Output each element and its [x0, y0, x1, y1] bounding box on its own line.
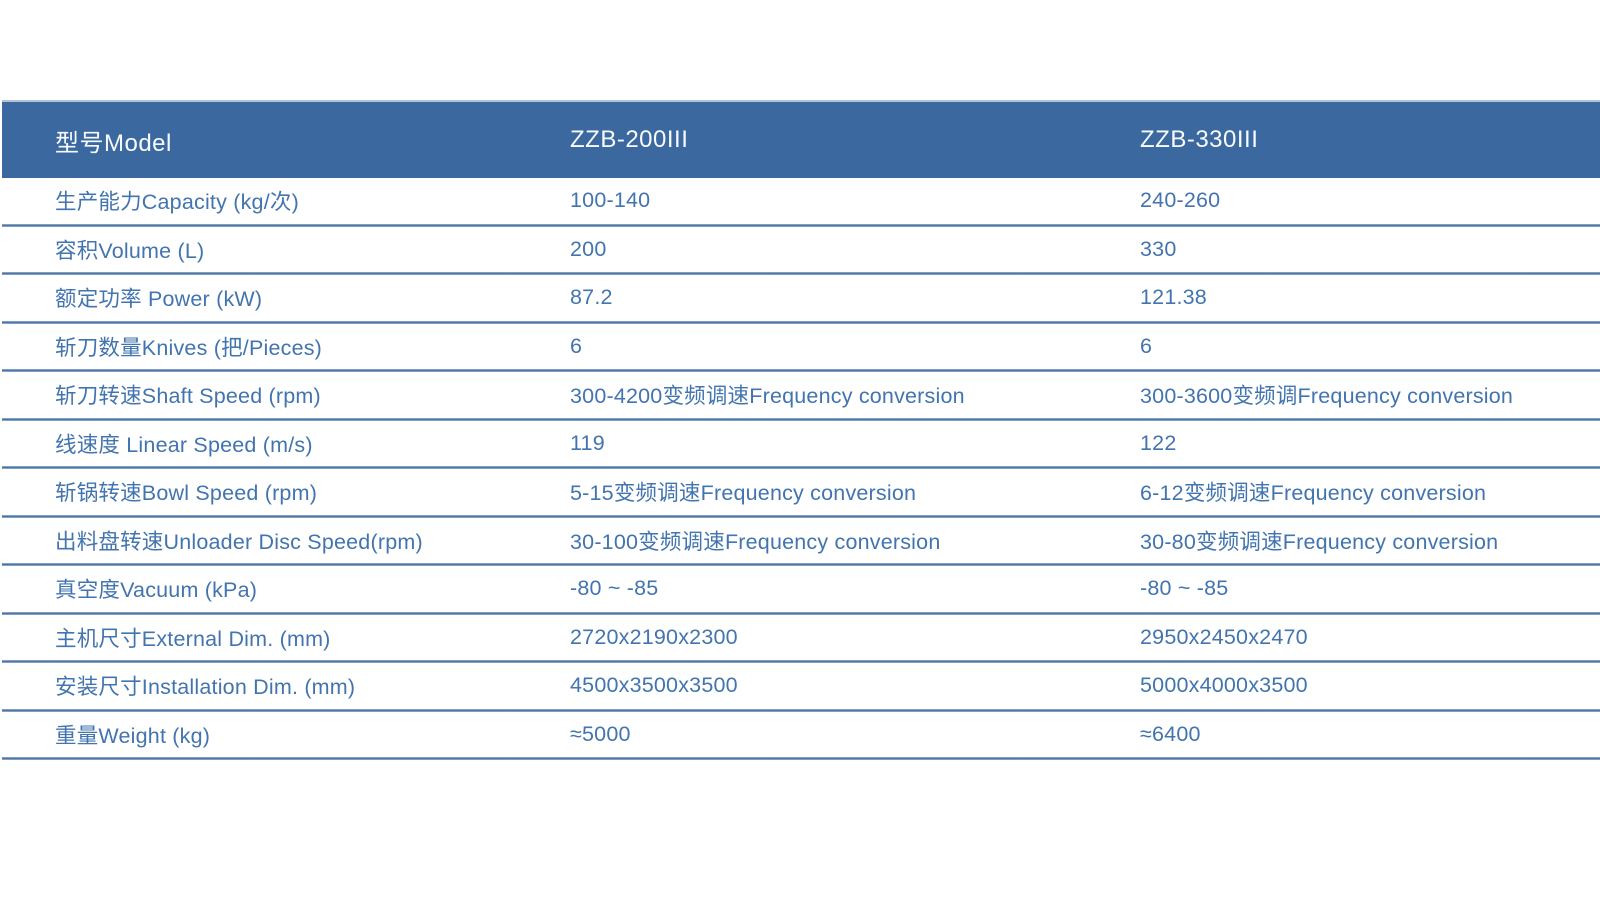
row-value-zzb200: 4500x3500x3500 — [570, 673, 738, 698]
row-divider — [2, 320, 1600, 324]
row-value-zzb330: 122 — [1140, 430, 1177, 455]
row-divider — [2, 611, 1600, 615]
row-value-zzb200: 30-100变频调速Frequency conversion — [570, 529, 941, 554]
row-value-zzb200: 5-15变频调速Frequency conversion — [570, 481, 917, 506]
row-value-zzb330: 6 — [1140, 333, 1153, 358]
row-divider — [2, 708, 1600, 712]
table-row-weight: 重量Weight (kg) ≈5000 ≈6400 — [2, 711, 1600, 757]
row-label: 生产能力Capacity (kg/次) — [55, 190, 299, 215]
header-model-label: 型号Model — [55, 129, 172, 157]
spec-table: 型号Model ZZB-200III ZZB-330III 生产能力Capaci… — [2, 100, 1600, 760]
row-value-zzb330: 330 — [1140, 236, 1177, 261]
row-value-zzb200: 200 — [570, 236, 607, 261]
row-divider — [2, 757, 1600, 760]
row-label: 容积Volume (L) — [55, 238, 205, 263]
table-row-power: 额定功率 Power (kW) 87.2 121.38 — [2, 275, 1600, 321]
row-value-zzb330: 300-3600变频调Frequency conversion — [1140, 384, 1514, 409]
row-label: 额定功率 Power (kW) — [55, 287, 263, 312]
row-value-zzb330: 30-80变频调速Frequency conversion — [1140, 529, 1499, 554]
header-model-zzb200: ZZB-200III — [570, 126, 689, 153]
row-label: 重量Weight (kg) — [55, 723, 211, 748]
row-value-zzb330: 240-260 — [1140, 188, 1221, 213]
row-value-zzb200: 119 — [570, 430, 605, 455]
row-label: 斩锅转速Bowl Speed (rpm) — [55, 481, 318, 506]
row-value-zzb200: -80 ~ -85 — [570, 576, 659, 601]
row-divider — [2, 563, 1600, 566]
row-label: 真空度Vacuum (kPa) — [55, 578, 258, 603]
row-value-zzb330: ≈6400 — [1140, 721, 1201, 746]
row-value-zzb330: -80 ~ -85 — [1140, 576, 1229, 601]
row-value-zzb200: 100-140 — [570, 188, 651, 213]
row-label: 斩刀转速Shaft Speed (rpm) — [55, 384, 321, 409]
table-row-external-dim: 主机尺寸External Dim. (mm) 2720x2190x2300 29… — [2, 614, 1600, 660]
row-value-zzb330: 5000x4000x3500 — [1140, 673, 1308, 698]
table-row-unloader-disc-speed: 出料盘转速Unloader Disc Speed(rpm) 30-100变频调速… — [2, 517, 1600, 563]
row-divider — [2, 272, 1600, 275]
row-divider — [2, 223, 1600, 227]
row-label: 斩刀数量Knives (把/Pieces) — [55, 335, 323, 360]
header-model-zzb330: ZZB-330III — [1140, 126, 1259, 153]
table-row-capacity: 生产能力Capacity (kg/次) 100-140 240-260 — [2, 178, 1600, 224]
row-divider — [2, 466, 1600, 469]
row-label: 主机尺寸External Dim. (mm) — [55, 626, 331, 651]
row-label: 安装尺寸Installation Dim. (mm) — [55, 675, 356, 700]
row-value-zzb200: ≈5000 — [570, 721, 631, 746]
row-value-zzb330: 6-12变频调速Frequency conversion — [1140, 481, 1487, 506]
table-row-installation-dim: 安装尺寸Installation Dim. (mm) 4500x3500x350… — [2, 663, 1600, 709]
row-divider — [2, 514, 1600, 518]
row-value-zzb330: 121.38 — [1140, 285, 1207, 310]
row-divider — [2, 369, 1600, 372]
row-label: 线速度 Linear Speed (m/s) — [55, 432, 313, 457]
table-row-bowl-speed: 斩锅转速Bowl Speed (rpm) 5-15变频调速Frequency c… — [2, 469, 1600, 515]
row-value-zzb330: 2950x2450x2470 — [1140, 624, 1308, 649]
table-row-vacuum: 真空度Vacuum (kPa) -80 ~ -85 -80 ~ -85 — [2, 566, 1600, 612]
row-value-zzb200: 2720x2190x2300 — [570, 624, 738, 649]
row-value-zzb200: 87.2 — [570, 285, 613, 310]
row-divider — [2, 660, 1600, 663]
row-value-zzb200: 300-4200变频调速Frequency conversion — [570, 384, 965, 409]
table-header-row: 型号Model ZZB-200III ZZB-330III — [2, 100, 1600, 178]
row-label: 出料盘转速Unloader Disc Speed(rpm) — [55, 529, 423, 554]
table-row-knives: 斩刀数量Knives (把/Pieces) 6 6 — [2, 323, 1600, 369]
table-row-volume: 容积Volume (L) 200 330 — [2, 226, 1600, 272]
table-row-linear-speed: 线速度 Linear Speed (m/s) 119 122 — [2, 420, 1600, 466]
row-value-zzb200: 6 — [570, 333, 583, 358]
row-divider — [2, 417, 1600, 421]
table-row-shaft-speed: 斩刀转速Shaft Speed (rpm) 300-4200变频调速Freque… — [2, 372, 1600, 418]
